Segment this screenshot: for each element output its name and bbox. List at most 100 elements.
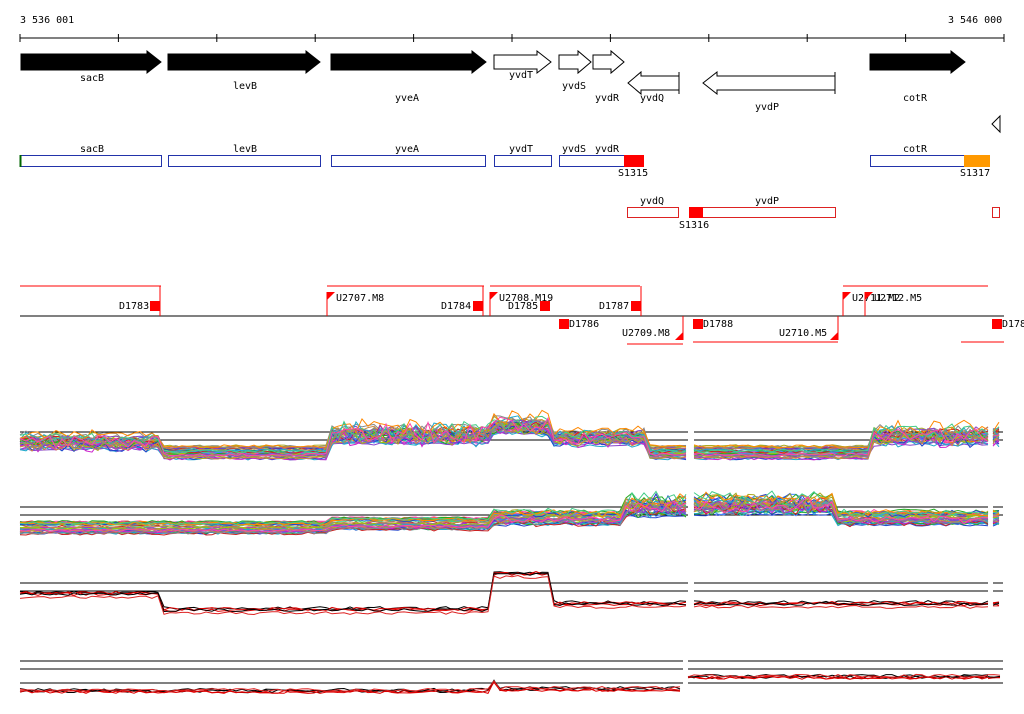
- segment-yveA[interactable]: yveA: [331, 144, 486, 167]
- expression-line: [19, 493, 687, 526]
- expression-line: [19, 419, 687, 450]
- expression-line: [992, 439, 1000, 447]
- expression-line: [19, 574, 687, 616]
- expression-track-1: [19, 409, 1003, 461]
- segment-label: cotR: [903, 144, 928, 155]
- expression-line: [992, 602, 1000, 606]
- feature-U2707[interactable]: U2707.M8: [326, 292, 384, 316]
- gene-label: cotR: [903, 93, 928, 104]
- segment-sacB[interactable]: sacB: [19, 144, 162, 167]
- expression-line: [992, 601, 1000, 604]
- gene-yveA[interactable]: yveA: [330, 49, 487, 104]
- ruler-ticks: [19, 34, 1005, 42]
- svg-text:D1785: D1785: [508, 301, 538, 312]
- segment-yvdP[interactable]: yvdP S1316: [679, 196, 836, 231]
- svg-text:U2712.M5: U2712.M5: [874, 293, 922, 304]
- expression-line: [19, 572, 687, 613]
- feature-U2710[interactable]: U2710.M5: [779, 316, 839, 340]
- start-coordinate: 3 536 001: [20, 15, 74, 26]
- gene-label: sacB: [80, 73, 104, 84]
- expression-line: [19, 415, 687, 454]
- coordinate-ruler: 3 536 001 3 546 000: [19, 15, 1005, 42]
- expression-line: [19, 416, 687, 457]
- gene-label: yvdS: [562, 81, 586, 92]
- svg-text:D1786: D1786: [569, 319, 599, 330]
- feature-D178[interactable]: D178: [992, 319, 1024, 330]
- feature-U2712[interactable]: U2712.M5: [864, 292, 922, 316]
- expression-line: [19, 681, 681, 694]
- segment-partial[interactable]: [992, 207, 1000, 218]
- segment-label: yvdQ: [640, 196, 664, 207]
- segment-label: yveA: [395, 144, 419, 155]
- gene-yvdS[interactable]: yvdS: [558, 49, 592, 92]
- svg-text:D178: D178: [1002, 319, 1024, 330]
- feature-D1785[interactable]: D1785: [508, 301, 550, 312]
- segment-label: yvdS: [562, 144, 586, 155]
- expression-line: [693, 419, 989, 449]
- feature-U2708[interactable]: U2708.M19: [489, 292, 553, 316]
- expression-line: [992, 433, 1000, 444]
- feature-D1783[interactable]: D1783: [119, 286, 161, 316]
- expression-line: [693, 498, 989, 525]
- gene-label: yvdP: [755, 102, 779, 113]
- expression-track-4: [19, 660, 1003, 694]
- s1315-marker[interactable]: [624, 155, 644, 167]
- gene-label: yvdQ: [640, 93, 664, 104]
- expression-line: [693, 431, 989, 460]
- gene-yvdP[interactable]: yvdP: [702, 70, 836, 113]
- s1317-marker[interactable]: [964, 155, 990, 167]
- expression-line: [693, 428, 989, 457]
- svg-text:U2708.M19: U2708.M19: [499, 293, 553, 304]
- feature-D1787[interactable]: D1787: [599, 286, 642, 316]
- gene-track: sacB levB yveA yvdT yvdS yvdR yvdQ: [20, 49, 1001, 134]
- expression-line: [687, 673, 989, 678]
- feature-D1784[interactable]: D1784: [441, 286, 484, 316]
- segment-yvdQ[interactable]: yvdQ: [627, 196, 679, 218]
- svg-text:D1783: D1783: [119, 301, 149, 312]
- expression-line: [19, 680, 681, 692]
- gene-cotR[interactable]: cotR: [869, 49, 966, 104]
- s1316-marker[interactable]: [689, 207, 703, 218]
- segment-cotR[interactable]: cotR S1317: [870, 144, 991, 179]
- feature-U2709[interactable]: U2709.M8: [622, 316, 684, 340]
- svg-text:U2711.M2: U2711.M2: [852, 293, 900, 304]
- feature-D1788[interactable]: D1788: [693, 319, 733, 330]
- feature-D1786[interactable]: D1786: [559, 319, 599, 330]
- expression-track-3: [19, 570, 1003, 616]
- segment-levB[interactable]: levB: [168, 144, 321, 167]
- expression-line: [693, 496, 989, 525]
- expression-line: [992, 421, 1000, 432]
- expression-track-2: [19, 490, 1003, 536]
- gene-levB[interactable]: levB: [167, 49, 321, 92]
- segment-label: yvdR: [595, 144, 620, 155]
- segment-s-label: S1317: [960, 168, 990, 179]
- segment-track: sacB levB yveA yvdT yvdS yvdR S1315 cotR…: [19, 144, 1000, 231]
- svg-text:U2709.M8: U2709.M8: [622, 328, 670, 339]
- feature-track: D1783 D1784 D1785 D1787 U2707.M8 U2708.M…: [20, 285, 1024, 345]
- expression-line: [987, 674, 1001, 676]
- gene-label: levB: [233, 81, 257, 92]
- svg-text:U2710.M5: U2710.M5: [779, 328, 827, 339]
- segment-label: levB: [233, 144, 257, 155]
- expression-line: [693, 490, 989, 517]
- feature-U2711[interactable]: U2711.M2: [842, 292, 900, 316]
- gene-sacB[interactable]: sacB: [20, 49, 162, 84]
- expression-line: [19, 570, 687, 611]
- gene-yvdT[interactable]: yvdT: [493, 49, 552, 81]
- expression-line: [19, 571, 687, 611]
- expression-line: [693, 604, 989, 609]
- expression-line: [19, 422, 687, 460]
- segment-yvdS-yvdR[interactable]: yvdS yvdR S1315: [559, 144, 649, 179]
- gene-label: yveA: [395, 93, 419, 104]
- segment-s-label: S1315: [618, 168, 648, 179]
- segment-yvdT[interactable]: yvdT: [494, 144, 552, 167]
- gene-yvdR[interactable]: yvdR: [592, 49, 625, 104]
- segment-label: yvdP: [755, 196, 779, 207]
- expression-line: [19, 499, 687, 533]
- gene-yvdQ[interactable]: yvdQ: [627, 70, 680, 104]
- expression-line: [693, 602, 989, 607]
- expression-line: [992, 511, 1000, 514]
- partial-gene-arrow-icon[interactable]: [991, 114, 1001, 134]
- svg-text:D1788: D1788: [703, 319, 733, 330]
- expression-line: [19, 490, 687, 525]
